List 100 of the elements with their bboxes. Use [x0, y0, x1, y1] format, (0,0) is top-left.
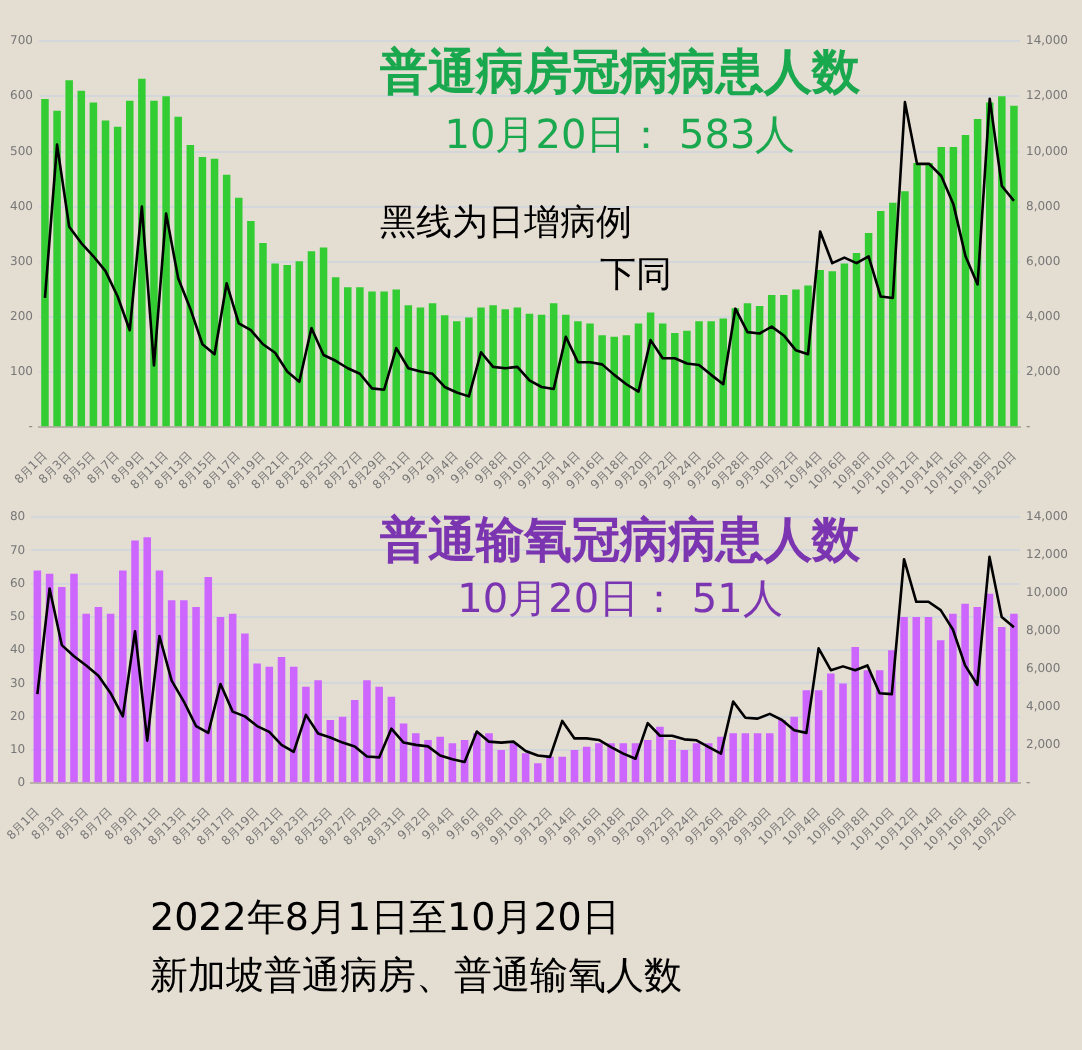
bar — [465, 317, 473, 427]
bar — [198, 157, 207, 427]
bar — [790, 716, 798, 783]
bar — [1010, 613, 1018, 783]
bar — [424, 740, 432, 783]
bar — [509, 743, 518, 783]
bar — [901, 191, 909, 427]
annotation: 下同 — [600, 252, 672, 300]
chart-title: 普通病房冠病病患人数 — [378, 42, 862, 104]
bar — [912, 616, 921, 783]
bar — [131, 540, 139, 783]
bar — [162, 96, 170, 427]
bar — [816, 270, 824, 427]
bar — [949, 613, 957, 783]
bar — [924, 616, 933, 783]
bar — [125, 100, 134, 427]
bar — [113, 126, 122, 427]
bar — [804, 285, 812, 427]
bar — [610, 336, 618, 427]
bar — [828, 271, 837, 427]
bar — [546, 756, 554, 783]
bar — [656, 726, 664, 783]
bar — [392, 289, 400, 427]
bar — [101, 120, 110, 427]
bar — [622, 335, 631, 427]
bar — [582, 746, 591, 783]
bar — [537, 314, 546, 427]
bar — [58, 587, 66, 783]
bar — [925, 163, 933, 427]
bar — [534, 763, 542, 783]
bar — [404, 305, 413, 427]
bar — [743, 303, 752, 427]
bar — [485, 733, 493, 783]
bar — [150, 100, 158, 427]
bar — [277, 656, 286, 783]
text: 10月20日： 51人 — [455, 572, 785, 626]
bar — [241, 633, 249, 783]
bar — [453, 321, 461, 427]
bar — [350, 700, 359, 783]
bar — [998, 96, 1006, 427]
bar — [680, 750, 689, 783]
bar — [814, 690, 823, 783]
bar — [521, 753, 530, 783]
bar — [755, 305, 764, 427]
text: 10月20日： 583人 — [442, 108, 798, 162]
text: 新加坡普通病房、普通输氧人数 — [150, 952, 682, 1002]
bar — [344, 287, 352, 427]
bar — [210, 158, 219, 427]
bar — [671, 332, 679, 427]
bar — [851, 646, 860, 783]
bar — [356, 287, 364, 427]
bar — [562, 314, 570, 427]
bar — [477, 307, 485, 427]
bar — [937, 147, 946, 427]
bar — [271, 263, 279, 427]
bar — [70, 573, 78, 783]
bar — [53, 110, 61, 427]
bar — [840, 263, 849, 427]
bar — [767, 294, 776, 427]
bar — [692, 743, 701, 783]
bar — [489, 305, 497, 427]
bar — [204, 577, 213, 783]
bar — [863, 670, 872, 783]
bar — [876, 211, 885, 427]
bar — [961, 134, 970, 427]
bar — [936, 640, 945, 783]
bar — [827, 673, 835, 783]
bar — [368, 291, 376, 427]
bar — [416, 307, 425, 427]
bar — [331, 277, 340, 427]
bar — [668, 740, 676, 783]
bar — [741, 733, 750, 783]
bar — [473, 733, 481, 783]
bar — [839, 683, 847, 783]
bar — [174, 116, 182, 427]
bar — [900, 616, 908, 783]
bar — [228, 613, 237, 783]
bar — [765, 733, 774, 783]
bar — [704, 743, 713, 783]
bar — [235, 197, 243, 427]
bar — [913, 163, 921, 427]
bar — [501, 309, 509, 427]
bar — [440, 315, 449, 427]
bar — [570, 750, 579, 783]
bar — [143, 537, 152, 783]
bar — [247, 220, 255, 427]
bar — [778, 720, 786, 783]
bar — [525, 313, 534, 427]
bar — [864, 233, 873, 427]
bar — [41, 99, 49, 427]
bar — [319, 247, 328, 427]
bar — [380, 291, 388, 427]
bar — [82, 613, 90, 783]
bar — [65, 80, 73, 427]
bar — [94, 606, 103, 783]
bar — [186, 144, 195, 427]
bar — [283, 265, 291, 427]
bar — [253, 663, 261, 783]
bar — [707, 321, 715, 427]
bar — [77, 90, 86, 427]
